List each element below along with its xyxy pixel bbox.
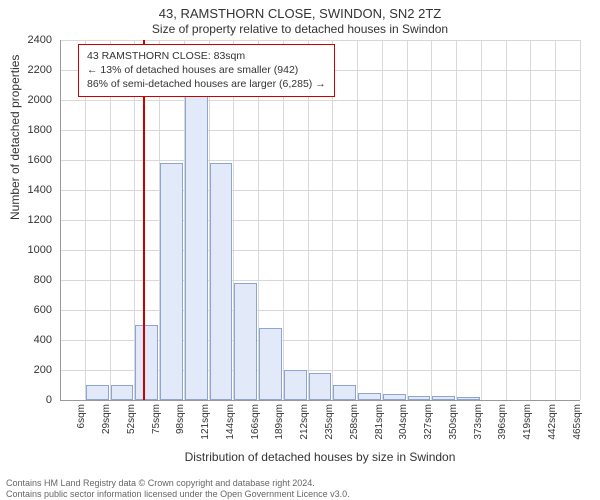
histogram-bar [309,373,332,400]
x-tick-label: 442sqm [547,404,558,440]
y-tick-label: 800 [2,274,52,286]
y-tick-label: 1800 [2,124,52,136]
x-tick-label: 144sqm [225,404,236,440]
x-tick-label: 29sqm [101,404,112,434]
grid-line [506,40,507,400]
chart-title: 43, RAMSTHORN CLOSE, SWINDON, SN2 2TZ [0,6,600,21]
grid-line [580,40,581,400]
x-tick-label: 166sqm [250,404,261,440]
grid-line [60,40,580,41]
x-tick-label: 212sqm [299,404,310,440]
x-axis-label: Distribution of detached houses by size … [60,450,580,464]
grid-line [382,40,383,400]
grid-line [456,40,457,400]
grid-line [60,100,580,101]
y-tick-label: 600 [2,304,52,316]
y-tick-label: 2200 [2,64,52,76]
histogram-bar [210,163,233,400]
y-tick-label: 1600 [2,154,52,166]
x-tick-label: 6sqm [76,404,87,428]
histogram-bar [185,73,208,400]
grid-line [60,250,580,251]
grid-line [481,40,482,400]
x-tick-label: 258sqm [349,404,360,440]
plot-area: 43 RAMSTHORN CLOSE: 83sqm← 13% of detach… [60,40,580,400]
x-tick-label: 373sqm [473,404,484,440]
x-tick-label: 281sqm [374,404,385,440]
x-tick-label: 98sqm [175,404,186,434]
grid-line [60,280,580,281]
grid-line [407,40,408,400]
histogram-bar [333,385,356,400]
y-tick-label: 1000 [2,244,52,256]
y-tick-label: 2000 [2,94,52,106]
histogram-bar [358,393,381,401]
histogram-bar [135,325,158,400]
info-box: 43 RAMSTHORN CLOSE: 83sqm← 13% of detach… [78,44,335,97]
grid-line [555,40,556,400]
grid-line [60,160,580,161]
x-tick-label: 75sqm [151,404,162,434]
grid-line [60,310,580,311]
histogram-bar [234,283,257,400]
grid-line [357,40,358,400]
histogram-bar [259,328,282,400]
x-tick-label: 304sqm [398,404,409,440]
info-line: 43 RAMSTHORN CLOSE: 83sqm [87,49,326,63]
footer-attribution: Contains HM Land Registry data © Crown c… [6,478,596,500]
y-tick-label: 400 [2,334,52,346]
y-tick-label: 0 [2,394,52,406]
x-tick-label: 52sqm [126,404,137,434]
info-line: 86% of semi-detached houses are larger (… [87,77,326,91]
histogram-bar [284,370,307,400]
histogram-bar [111,385,134,400]
histogram-bar [160,163,183,400]
x-tick-label: 465sqm [572,404,583,440]
chart-subtitle: Size of property relative to detached ho… [0,22,600,36]
grid-line [530,40,531,400]
x-tick-label: 121sqm [200,404,211,440]
x-tick-label: 327sqm [423,404,434,440]
y-tick-label: 1200 [2,214,52,226]
grid-line [60,220,580,221]
histogram-chart: 43, RAMSTHORN CLOSE, SWINDON, SN2 2TZ Si… [0,0,600,500]
histogram-bar [86,385,109,400]
grid-line [431,40,432,400]
footer-line-2: Contains public sector information licen… [6,489,596,500]
x-tick-label: 419sqm [522,404,533,440]
y-tick-label: 1400 [2,184,52,196]
x-tick-label: 350sqm [448,404,459,440]
grid-line [60,190,580,191]
y-tick-label: 200 [2,364,52,376]
info-line: ← 13% of detached houses are smaller (94… [87,63,326,77]
footer-line-1: Contains HM Land Registry data © Crown c… [6,478,596,489]
y-tick-label: 2400 [2,34,52,46]
x-tick-label: 235sqm [324,404,335,440]
x-tick-label: 396sqm [497,404,508,440]
x-tick-label: 189sqm [274,404,285,440]
grid-line [60,130,580,131]
